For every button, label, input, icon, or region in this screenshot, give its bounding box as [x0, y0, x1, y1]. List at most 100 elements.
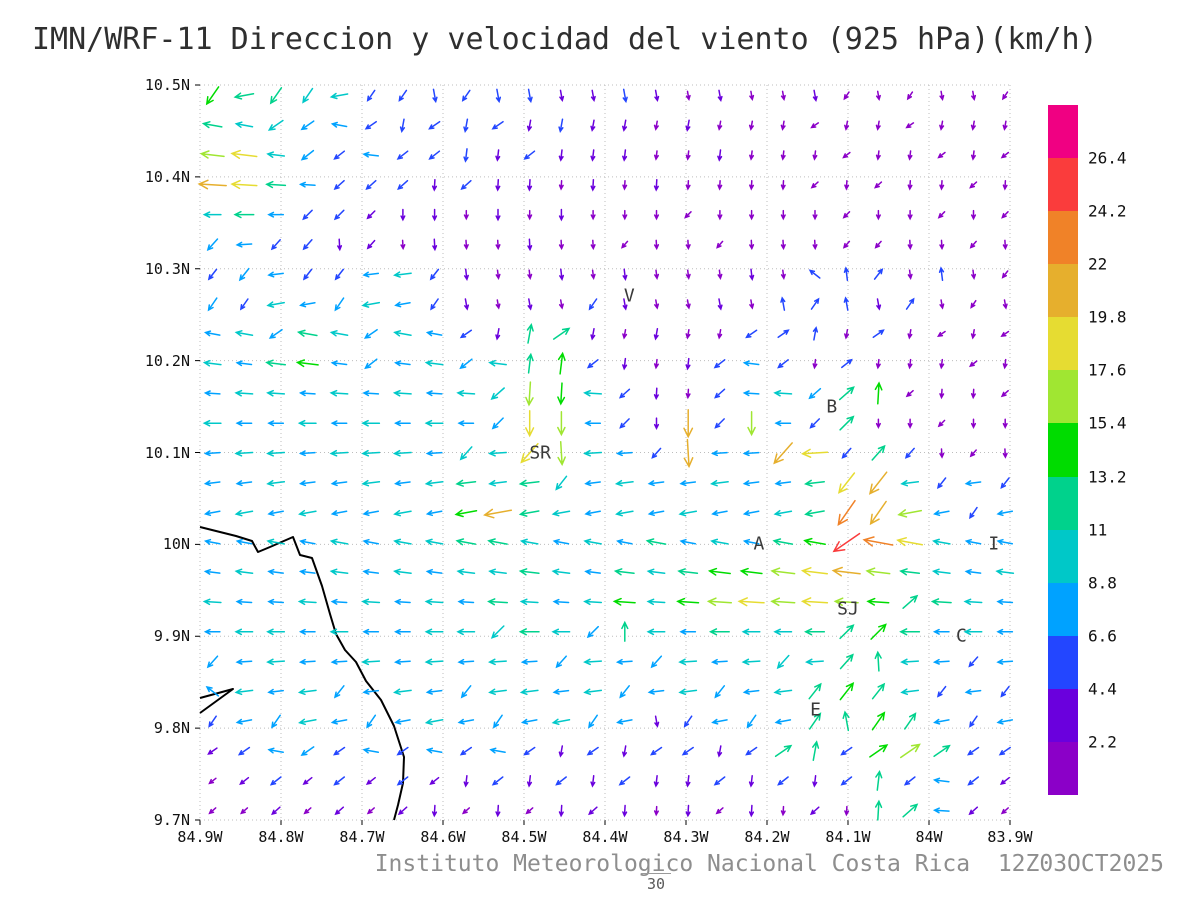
wind-vector [874, 381, 883, 405]
lon-tick-label: 84.1W [825, 828, 871, 846]
wind-vector [431, 178, 438, 192]
wind-vector [780, 120, 786, 131]
colorbar-tick-label: 24.2 [1088, 201, 1127, 221]
wind-vector [202, 419, 222, 427]
wind-vector [646, 568, 666, 576]
wind-vector [234, 449, 254, 457]
wind-vector [364, 120, 377, 130]
wind-vector [622, 180, 628, 191]
wind-vector [394, 628, 411, 635]
wind-vector [654, 89, 660, 103]
wind-vector [425, 568, 443, 575]
wind-vector [996, 658, 1014, 665]
wind-vector [202, 359, 222, 367]
wind-vector [267, 510, 284, 517]
colorbar-segment [1048, 422, 1078, 477]
wind-vector [933, 718, 950, 725]
wind-vector [843, 296, 849, 311]
wind-vector [495, 299, 501, 310]
wind-vector [432, 238, 438, 252]
wind-vector [559, 268, 565, 282]
lat-tick-label: 9.8N [153, 719, 190, 738]
wind-vector [808, 269, 821, 279]
wind-vector [267, 420, 285, 427]
wind-vector [706, 597, 733, 607]
wind-vector [622, 149, 628, 162]
wind-vector [329, 389, 349, 397]
wind-vector [933, 510, 950, 517]
wind-vector [773, 509, 793, 517]
colorbar-tick-label: 17.6 [1088, 360, 1127, 380]
wind-vector [749, 209, 755, 221]
wind-vector [455, 538, 477, 546]
wind-vector [457, 658, 475, 665]
wind-vector [583, 598, 603, 606]
wind-vector [428, 150, 441, 160]
wind-vector [810, 181, 819, 189]
wind-vector [907, 209, 913, 221]
wind-vector [968, 360, 978, 368]
wind-vector [685, 388, 691, 400]
wind-vector [646, 628, 666, 636]
wind-vector [622, 209, 628, 221]
wind-vector [897, 509, 923, 518]
colorbar-tick-label: 4.4 [1088, 679, 1117, 699]
wind-vector [622, 329, 628, 340]
wind-vector [812, 89, 818, 103]
wind-vector [519, 688, 539, 696]
wind-vector [298, 509, 317, 517]
wind-vector [302, 776, 313, 786]
station-label-sj: SJ [837, 598, 859, 620]
wind-vector [647, 688, 665, 695]
wind-vector [812, 740, 820, 761]
wind-vector [613, 568, 635, 576]
wind-vector [425, 510, 443, 517]
wind-vector [518, 568, 540, 576]
wind-vector [646, 598, 666, 606]
wind-vector [653, 120, 659, 131]
wind-vector [749, 268, 755, 282]
wind-vector [1000, 151, 1010, 159]
colorbar-tick-label: 11 [1088, 520, 1108, 540]
wind-vector [488, 568, 507, 576]
wind-vector [298, 450, 316, 457]
wind-vector [457, 420, 475, 427]
lon-tick-label: 84.5W [501, 828, 547, 846]
wind-vector [491, 776, 504, 786]
wind-vector [710, 479, 729, 487]
wind-vector [330, 420, 348, 427]
wind-vector [833, 597, 859, 607]
wind-vector [866, 597, 890, 606]
wind-vector [235, 598, 253, 605]
wind-vector [394, 360, 411, 367]
wind-vector [234, 330, 254, 337]
wind-vector [362, 568, 380, 575]
wind-vector [710, 450, 728, 457]
wind-vector [831, 566, 861, 577]
wind-vector [939, 180, 945, 191]
wind-vector [773, 442, 793, 465]
wind-vector [1002, 448, 1008, 459]
wind-vector [487, 449, 507, 457]
colorbar-segment [1048, 529, 1078, 583]
wind-vector [1001, 91, 1009, 101]
wind-vector [330, 658, 348, 665]
wind-vector [970, 418, 977, 429]
wind-vector [969, 449, 977, 458]
wind-vector [936, 685, 947, 698]
wind-vector [297, 688, 317, 696]
wind-vector [684, 211, 692, 219]
lat-tick-label: 10.5N [144, 76, 190, 94]
wind-vector [203, 450, 221, 457]
wind-vector [366, 239, 376, 250]
wind-vector [649, 746, 663, 756]
wind-vector [907, 150, 913, 161]
wind-vector [685, 150, 691, 161]
wind-vector [717, 745, 723, 758]
wind-vector [456, 568, 476, 576]
wind-vector [971, 269, 977, 281]
wind-vector [650, 655, 663, 669]
wind-vector [239, 298, 249, 311]
wind-vector [837, 472, 856, 494]
